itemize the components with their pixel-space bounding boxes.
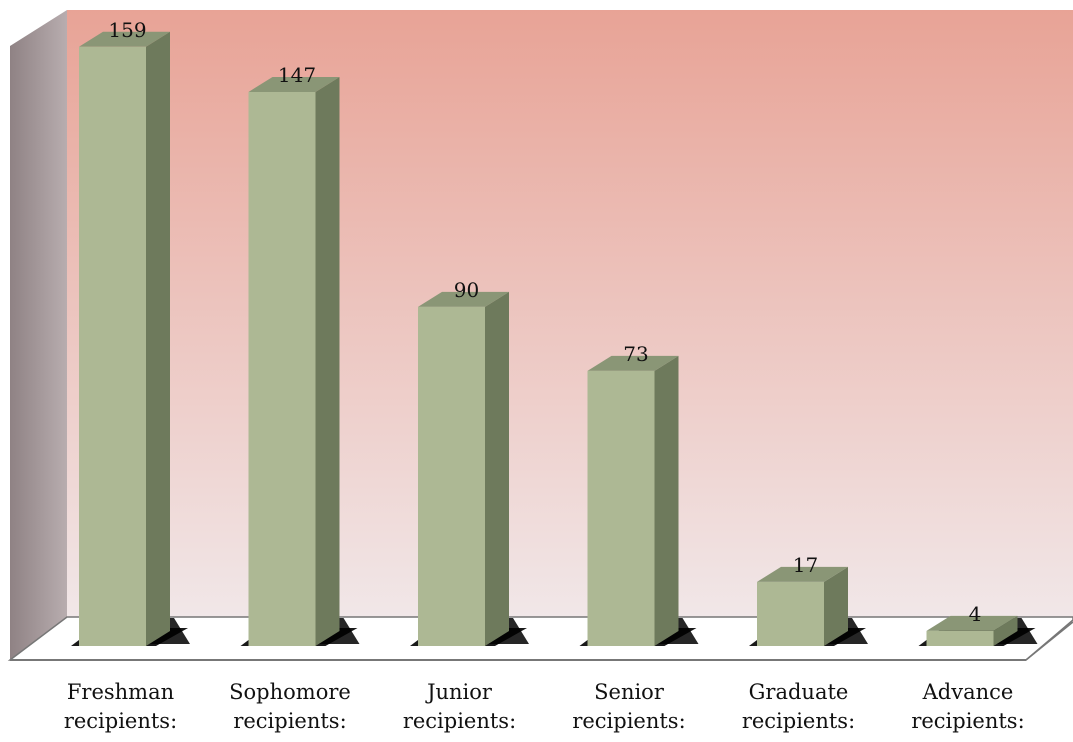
bar-front-face bbox=[757, 581, 824, 646]
data-label: 4 bbox=[969, 602, 982, 626]
x-tick-label-line: Sophomore bbox=[229, 680, 351, 704]
x-tick-label: Graduate recipients: bbox=[724, 678, 874, 736]
data-label: 147 bbox=[278, 63, 316, 87]
bar-3 bbox=[579, 355, 699, 646]
x-tick-label-line: Freshman bbox=[66, 680, 175, 704]
bar-side-face bbox=[993, 615, 1018, 646]
bar-1 bbox=[240, 76, 360, 646]
x-tick-label-line: recipients: bbox=[63, 709, 178, 733]
x-tick-label-line: Advance bbox=[922, 680, 1014, 704]
x-tick-label-line: Senior bbox=[594, 680, 664, 704]
bar-top-face bbox=[587, 355, 679, 371]
x-tick-label-line: recipients: bbox=[741, 709, 856, 733]
bar-5 bbox=[918, 615, 1038, 646]
bar-2 bbox=[410, 291, 529, 646]
x-tick-label: Freshman recipients: bbox=[46, 678, 196, 736]
chart-side-wall bbox=[10, 10, 67, 660]
bar-top-face bbox=[248, 76, 340, 92]
chart-back-wall bbox=[67, 10, 1073, 617]
bar-side-face bbox=[485, 291, 509, 646]
floor-right-edge bbox=[1025, 621, 1073, 661]
bar-top-face bbox=[757, 566, 848, 582]
x-tick-label-line: Graduate bbox=[748, 680, 849, 704]
data-label: 73 bbox=[623, 342, 648, 366]
bar-0 bbox=[71, 31, 190, 647]
bar-top-face bbox=[926, 615, 1018, 631]
bar-front-face bbox=[587, 370, 655, 646]
bar-side-face bbox=[315, 76, 340, 646]
bar-side-face bbox=[654, 355, 679, 646]
bar-side-face bbox=[824, 566, 848, 646]
bar-front-face bbox=[248, 91, 316, 646]
x-tick-label: Junior recipients: bbox=[385, 678, 535, 736]
x-tick-label-line: Junior bbox=[427, 680, 492, 704]
x-tick-label-line: recipients: bbox=[911, 709, 1025, 733]
bar-4 bbox=[749, 566, 868, 646]
bar-top-face bbox=[418, 291, 509, 307]
bar-front-face bbox=[926, 630, 994, 646]
x-tick-label-line: recipients: bbox=[572, 709, 686, 733]
data-label: 159 bbox=[108, 18, 146, 42]
bar-side-face bbox=[146, 31, 170, 647]
x-tick-label: Senior recipients: bbox=[554, 678, 704, 736]
data-label: 17 bbox=[793, 553, 818, 577]
x-tick-label-line: recipients: bbox=[402, 709, 517, 733]
x-tick-label-line: recipients: bbox=[233, 709, 347, 733]
data-label: 90 bbox=[454, 278, 479, 302]
x-tick-label: Advance recipients: bbox=[893, 678, 1043, 736]
bar-front-face bbox=[418, 306, 485, 646]
x-tick-label: Sophomore recipients: bbox=[215, 678, 365, 736]
bar-top-face bbox=[79, 31, 170, 47]
bar-front-face bbox=[79, 46, 146, 647]
